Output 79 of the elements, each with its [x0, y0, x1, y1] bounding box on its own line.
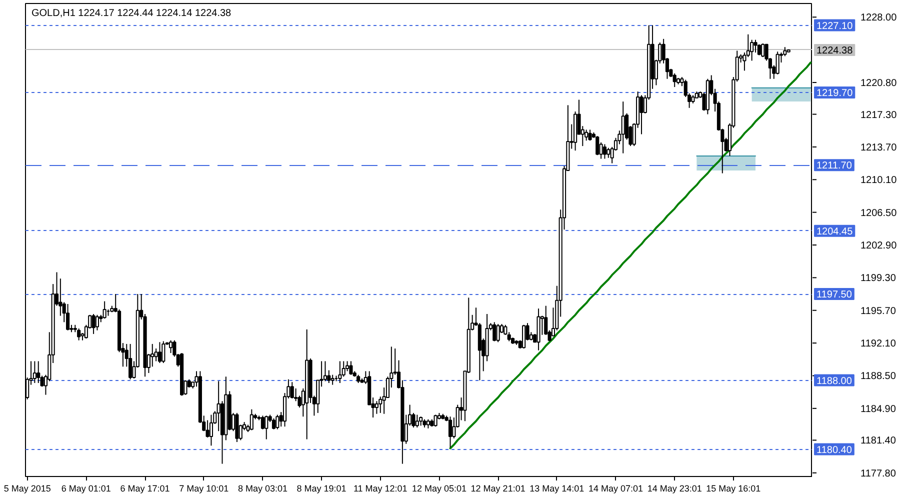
ref-line-label: 1188.00: [816, 376, 852, 387]
candlestick: [640, 94, 644, 135]
ref-line-label: 1227.10: [816, 20, 854, 32]
candlestick: [158, 342, 162, 364]
candlestick: [606, 147, 610, 158]
y-tick-label: 1195.70: [860, 306, 896, 317]
candlestick: [235, 412, 239, 442]
y-tick-label: 1228.00: [860, 12, 898, 24]
candlestick: [162, 340, 166, 364]
candlestick: [754, 39, 758, 54]
ref-line-label: 1180.40: [816, 444, 852, 456]
y-tick-label: 1188.50: [860, 371, 896, 382]
candlestick: [426, 418, 430, 429]
y-tick-label: 1184.90: [860, 404, 896, 415]
candlestick: [672, 72, 676, 88]
x-tick-label: 8 May 19:01: [296, 484, 346, 494]
candlestick: [415, 414, 419, 428]
line-series: [449, 62, 812, 450]
y-tick-label: 1199.30: [860, 273, 896, 284]
x-tick-label: 12 May 21:01: [470, 484, 526, 494]
ref-line-label: 1204.45: [816, 226, 854, 238]
candlestick: [276, 414, 280, 430]
x-tick-label: 15 May 16:01: [706, 484, 761, 494]
y-tick-label: 1210.10: [860, 175, 898, 186]
x-tick-label: 11 May 12:01: [353, 484, 408, 494]
x-tick-label: 7 May 10:01: [179, 484, 229, 494]
y-tick-label: 1202.90: [860, 240, 898, 252]
candlestick: [290, 382, 294, 399]
candlestick: [448, 416, 452, 448]
y-tick-label: 1217.30: [860, 110, 898, 121]
candlestick: [621, 101, 625, 154]
candlestick: [264, 415, 268, 440]
ref-line-label: 1197.50: [816, 290, 852, 301]
ref-line-label: 1219.70: [816, 88, 854, 99]
candlestick: [260, 415, 264, 430]
candlestick: [522, 324, 526, 349]
candlestick: [102, 300, 106, 320]
y-tick-label: 1220.80: [860, 78, 898, 89]
candlestick: [36, 360, 40, 384]
ref-line-label: 1224.38: [816, 45, 854, 56]
candlestick: [776, 51, 780, 75]
x-tick-label: 6 May 17:01: [120, 484, 170, 494]
y-tick-label: 1206.50: [860, 208, 898, 219]
chart-title: GOLD,H1 1224.17 1224.44 1224.14 1224.38: [32, 8, 232, 19]
candlestick: [128, 343, 132, 380]
candlestick: [496, 323, 500, 343]
candlestick: [492, 322, 496, 342]
candlestick: [419, 416, 423, 426]
candlestick: [330, 374, 334, 386]
y-tick-label: 1192.10: [860, 338, 896, 350]
candlestick: [209, 414, 214, 446]
y-tick-label: 1213.70: [860, 142, 898, 154]
candlestick: [374, 400, 378, 414]
candlestick: [168, 340, 173, 354]
y-tick-label: 1177.80: [860, 468, 896, 480]
candlestick: [216, 380, 220, 432]
candlestick: [272, 418, 276, 430]
candlestick: [349, 360, 353, 376]
candlestick: [77, 328, 81, 341]
x-tick-label: 8 May 03:01: [238, 484, 288, 494]
candlestick: [92, 313, 96, 334]
x-tick-label: 13 May 14:01: [530, 484, 584, 494]
candlestick: [588, 129, 592, 142]
candlestick: [206, 420, 210, 438]
candlestick: [596, 136, 600, 156]
x-tick-label: 14 May 07:01: [588, 484, 644, 494]
x-tick-label: 12 May 05:01: [412, 484, 467, 494]
candlestick: [95, 314, 99, 331]
ref-line-label: 1211.70: [816, 160, 852, 172]
candlestick: [250, 408, 254, 431]
candlestick: [338, 360, 342, 384]
candlestick: [602, 144, 607, 160]
candlestick: [32, 360, 36, 384]
candlestick: [66, 304, 70, 331]
candlestick: [761, 42, 765, 58]
y-tick-label: 1181.40: [860, 436, 896, 447]
x-tick-label: 6 May 01:01: [61, 484, 111, 494]
x-tick-label: 5 May 2015: [4, 484, 51, 494]
x-tick-label: 14 May 23:01: [647, 484, 702, 494]
